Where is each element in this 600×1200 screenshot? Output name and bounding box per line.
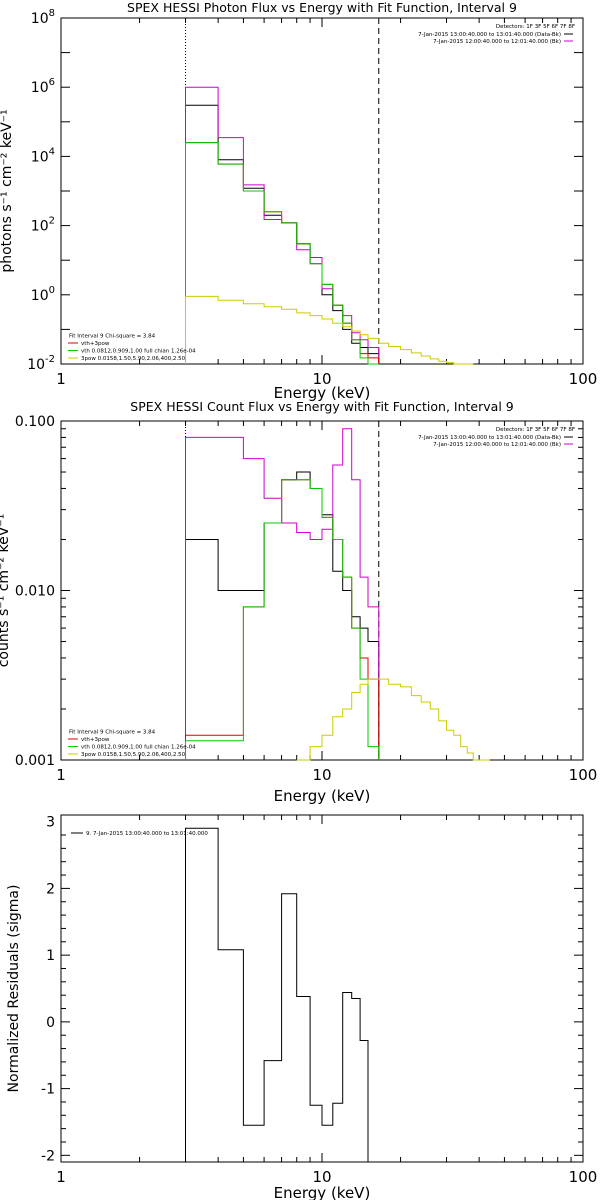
series-vth <box>185 479 380 760</box>
fit-info-label: vth+3pow <box>81 341 110 347</box>
x-tick-label: 10 <box>312 766 331 784</box>
series-vth-3pow <box>185 479 380 760</box>
chart-panel-3: 1 10 100 -2 -1 0 1 2 3 Energy (keV) Normalized Res… <box>6 814 598 1200</box>
legend-label: 9. 7-Jan-2015 13:00:40.000 to 13:01:40.0… <box>86 831 208 837</box>
y-tick-label: 100 <box>31 285 55 304</box>
fit-info-label: vth 0.0812,0.909,1.00 full chian 1.26e-0… <box>81 349 196 355</box>
x-tick-label: 100 <box>569 1168 598 1186</box>
y-tick-label: 102 <box>31 216 55 235</box>
series-data-bk <box>185 471 380 760</box>
series-bk <box>185 428 380 760</box>
y-tick-label: 2 <box>46 881 55 897</box>
legend-header: Detectors: 1F 3F 5F 6F 7F 8F <box>496 427 575 433</box>
chart-panel-2: 1 10 100 0.001 0.010 0.100 SPEX HESSI Count Fl… <box>0 399 597 805</box>
x-tick-label: 1 <box>56 370 66 388</box>
x-tick-label: 10 <box>312 1168 331 1186</box>
fit-info-label: 3pow 0.0158,1.50,5.90,2.06,400,2.50 <box>81 752 186 758</box>
fit-info-label: vth 0.0812,0.909,1.00 full chian 1.26e-0… <box>81 745 196 751</box>
fit-info-label: Fit Interval 9 Chi-square = 3.84 <box>69 334 156 340</box>
legend-label: 7-Jan-2015 13:00:40.000 to 13:01:40.000 … <box>418 32 561 38</box>
series-3pow <box>296 678 490 761</box>
fit-info-label: Fit Interval 9 Chi-square = 3.84 <box>69 730 156 736</box>
plot-frame <box>60 17 584 365</box>
x-tick-label: 100 <box>569 766 598 784</box>
y-axis-label: photons s⁻¹ cm⁻² keV⁻¹ <box>0 109 15 272</box>
x-axis-label: Energy (keV) <box>274 787 371 805</box>
y-tick-label: 108 <box>31 8 55 27</box>
fit-info-label: 3pow 0.0158,1.50,5.90,2.06,400,2.50 <box>81 356 186 362</box>
y-tick-label: -1 <box>41 1082 55 1098</box>
series-bk <box>185 86 380 364</box>
chart-title: SPEX HESSI Photon Flux vs Energy with Fi… <box>127 0 517 15</box>
y-tick-label: 104 <box>31 146 55 165</box>
fit-info-label: vth+3pow <box>81 737 110 743</box>
x-tick-label: 1 <box>56 1168 66 1186</box>
plot-frame <box>60 420 584 761</box>
chart-title: SPEX HESSI Count Flux vs Energy with Fit… <box>130 399 513 414</box>
legend-label: 7-Jan-2015 12:00:40.000 to 12:01:40.000 … <box>433 39 561 45</box>
series-residuals <box>185 827 379 1163</box>
y-tick-label: 0.100 <box>15 414 55 430</box>
x-tick-label: 1 <box>56 766 66 784</box>
x-tick-label: 10 <box>312 370 331 388</box>
y-tick-label: 3 <box>46 815 55 831</box>
y-tick-label: 0 <box>46 1015 55 1031</box>
series-vth <box>185 142 379 365</box>
series-data-bk <box>185 104 380 364</box>
x-axis-label: Energy (keV) <box>274 1184 371 1200</box>
series-vth-3pow <box>185 142 380 364</box>
x-tick-label: 100 <box>569 370 598 388</box>
y-axis-label: Normalized Residuals (sigma) <box>6 885 22 1093</box>
x-axis-label: Energy (keV) <box>274 384 371 402</box>
y-tick-label: -2 <box>41 1148 55 1164</box>
legend-label: 7-Jan-2015 12:00:40.000 to 12:01:40.000 … <box>433 442 561 448</box>
y-tick-label: 106 <box>31 77 55 96</box>
y-tick-label: 0.001 <box>15 753 55 769</box>
y-tick-label: 10-2 <box>27 354 55 373</box>
legend-label: 7-Jan-2015 13:00:40.000 to 13:01:40.000 … <box>418 435 561 441</box>
y-axis-label: counts s⁻¹ cm⁻² keV⁻¹ <box>0 514 12 668</box>
series-3pow <box>185 295 474 365</box>
legend-header: Detectors: 1F 3F 5F 6F 7F 8F <box>496 24 575 30</box>
y-tick-label: 1 <box>46 948 55 964</box>
y-tick-label: 0.010 <box>15 584 55 600</box>
chart-panel-1: 1 10 100 10-2 100 102 104 106 108 SPEX HESSI Phot… <box>0 0 597 402</box>
